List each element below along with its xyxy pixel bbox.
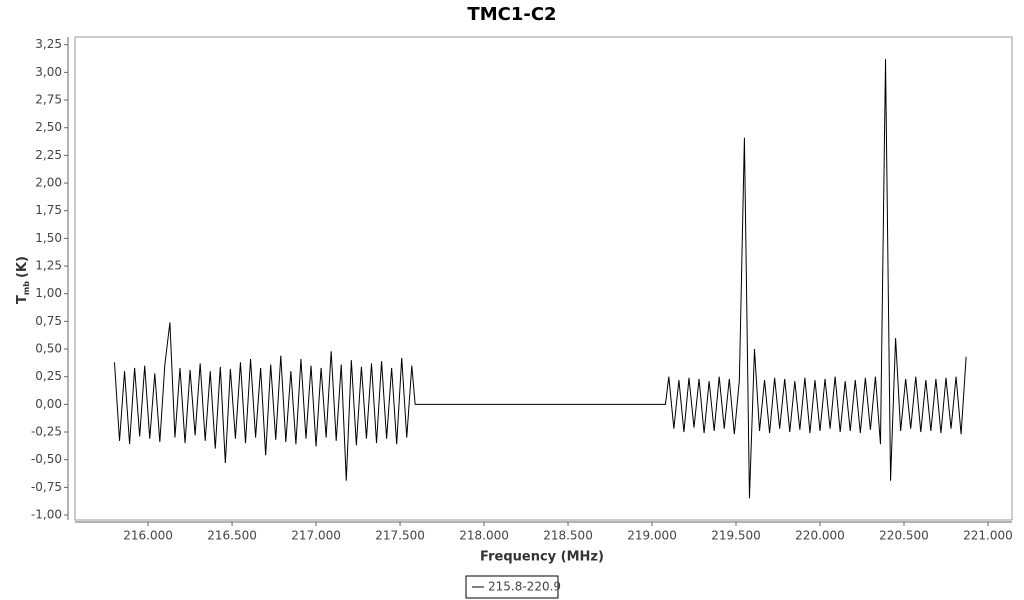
y-tick-label: 0,50	[35, 342, 62, 356]
y-tick-label: 1,50	[35, 231, 62, 245]
x-tick-label: 217.000	[291, 529, 341, 543]
y-tick-label: 1,00	[35, 286, 62, 300]
y-tick-label: -0,75	[31, 480, 62, 494]
y-tick-label: -1,00	[31, 508, 62, 522]
x-tick-label: 221.000	[963, 529, 1013, 543]
x-tick-label: 219.500	[711, 529, 761, 543]
x-tick-label: 220.500	[879, 529, 929, 543]
y-axis-unit: (K)	[15, 256, 30, 278]
y-tick-label: 2,00	[35, 176, 62, 190]
y-tick-label: 3,00	[35, 65, 62, 79]
y-tick-label: 1,25	[35, 259, 62, 273]
x-tick-label: 220.000	[795, 529, 845, 543]
legend-label: 215.8-220.9	[488, 580, 561, 594]
y-tick-label: 2,25	[35, 148, 62, 162]
y-tick-label: -0,50	[31, 452, 62, 466]
y-tick-label: 2,50	[35, 120, 62, 134]
x-axis-title: Frequency (MHz)	[480, 550, 604, 565]
plot-frame	[74, 36, 1013, 521]
y-tick-label: 3,25	[35, 37, 62, 51]
y-tick-label: 2,75	[35, 93, 62, 107]
x-tick-label: 216.000	[123, 529, 173, 543]
chart-title: TMC1-C2	[467, 4, 556, 25]
y-tick-label: 0,00	[35, 397, 62, 411]
y-axis-subscript: mb	[22, 281, 31, 295]
x-tick-label: 218.000	[459, 529, 509, 543]
y-tick-label: 0,75	[35, 314, 62, 328]
y-axis-symbol: T	[15, 295, 30, 304]
spectrum-line	[113, 59, 967, 499]
x-tick-label: 218.500	[543, 529, 593, 543]
x-tick-label: 216.500	[207, 529, 257, 543]
y-tick-label: 1,75	[35, 203, 62, 217]
y-axis-title: Tmb (K)	[15, 256, 31, 304]
legend-box	[465, 575, 559, 599]
x-tick-label: 217.500	[375, 529, 425, 543]
y-tick-label: -0,25	[31, 425, 62, 439]
y-tick-label: 0,25	[35, 369, 62, 383]
x-tick-label: 219.000	[627, 529, 677, 543]
